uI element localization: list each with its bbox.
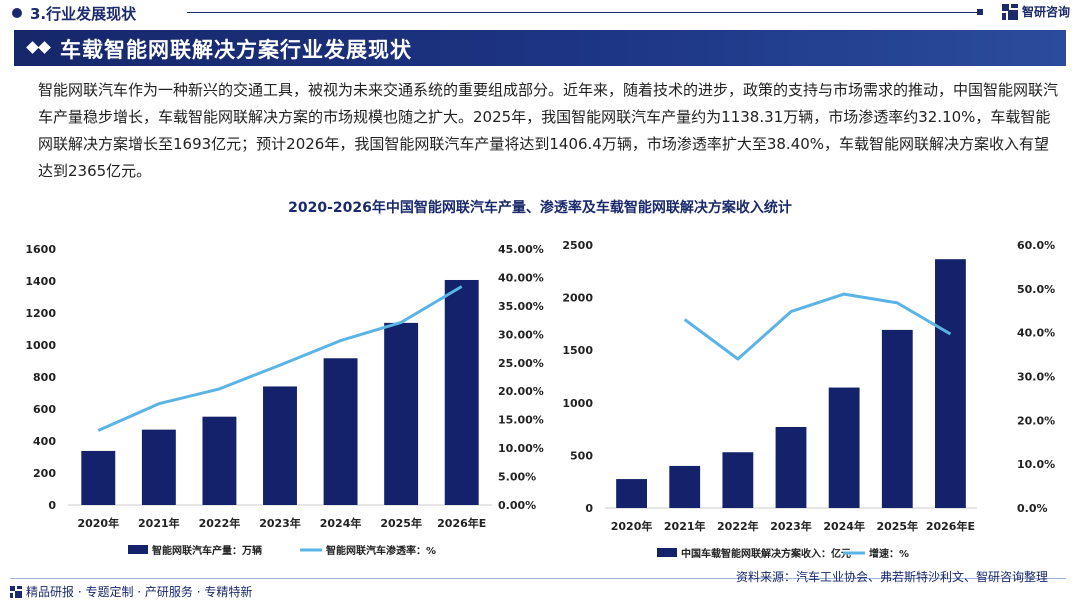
right-chart-x-label: 2020年	[611, 519, 653, 533]
right-chart-bar	[616, 479, 647, 508]
right-chart-left-tick: 1000	[562, 397, 593, 410]
left-chart-right-tick: 15.00%	[498, 414, 544, 427]
left-chart-x-label: 2025年	[380, 516, 422, 530]
right-chart-left-tick: 2500	[562, 239, 593, 252]
left-chart-legend-line-label: 智能网联汽车渗透率：%	[326, 544, 436, 557]
left-chart-left-tick: 1600	[25, 243, 56, 256]
brand-logo-icon	[1001, 3, 1018, 20]
left-chart-left-tick: 1200	[25, 307, 56, 320]
left-chart-left-tick: 1000	[25, 339, 56, 352]
left-chart-x-label: 2024年	[320, 516, 362, 530]
right-chart-x-label: 2026年E	[926, 519, 975, 533]
left-chart-right-tick: 10.00%	[498, 442, 544, 455]
solution-revenue-chart: 0 500 1000 1500 2000 2500 0.0% 10.0% 20.0% 30.0% 4…	[562, 239, 1055, 560]
right-chart-legend-bar-swatch	[657, 548, 677, 557]
brand-logo[interactable]: 智研咨询	[1001, 3, 1070, 20]
source-note: 资料来源：汽车工业协会、弗若斯特沙利文、智研咨询整理	[735, 570, 1048, 584]
left-chart-left-tick: 600	[33, 403, 56, 416]
left-chart-bar	[81, 450, 116, 505]
title-banner: 车载智能网联解决方案行业发展现状	[14, 30, 1066, 66]
left-chart-right-tick: 0.00%	[498, 499, 536, 512]
left-chart-legend-bar-swatch	[128, 545, 148, 554]
banner-diamond-icon	[26, 41, 39, 54]
right-chart-bar	[722, 452, 754, 508]
intro-paragraph: 智能网联汽车作为一种新兴的交通工具，被视为未来交通系统的重要组成部分。近年来，随…	[38, 81, 1059, 180]
left-chart-right-tick: 25.00%	[498, 357, 544, 370]
header-rule	[187, 12, 977, 13]
left-chart-right-tick: 5.00%	[498, 471, 536, 484]
header-rule-end	[977, 9, 983, 15]
right-chart-left-tick: 0	[585, 502, 593, 515]
right-chart-bar	[775, 426, 807, 508]
chart-title: 2020-2026年中国智能网联汽车产量、渗透率及车载智能网联解决方案收入统计	[288, 200, 792, 216]
left-chart-right-tick: 20.00%	[498, 385, 544, 398]
right-chart-right-tick: 20.0%	[1017, 414, 1055, 427]
right-chart-left-tick: 2000	[562, 292, 593, 305]
left-chart-bar	[202, 416, 237, 505]
left-chart-x-label: 2022年	[199, 516, 241, 530]
right-chart-right-tick: 50.0%	[1017, 283, 1055, 296]
left-chart-x-label: 2021年	[138, 516, 180, 530]
right-chart-line-series	[683, 292, 952, 361]
left-chart-right-tick: 35.00%	[498, 300, 544, 313]
left-chart-left-tick: 1400	[25, 275, 56, 288]
left-chart-right-tick: 30.00%	[498, 328, 544, 341]
footer-tagline: 精品研报 · 专题定制 · 产研服务 · 专精特新	[26, 585, 253, 599]
top-bar: 3.行业发展现状 智研咨询	[0, 0, 1080, 26]
left-chart-legend-bar-label: 智能网联汽车产量：万辆	[152, 544, 262, 557]
left-chart-bar	[263, 386, 297, 505]
right-chart-x-label: 2024年	[823, 519, 865, 533]
right-chart-legend-line-label: 增速：%	[869, 547, 909, 560]
left-chart-left-tick: 0	[48, 499, 56, 512]
left-chart-bar	[384, 322, 419, 505]
left-chart-left-tick: 400	[33, 435, 56, 448]
right-chart-bar	[881, 329, 913, 508]
footer-logo-icon	[10, 585, 22, 598]
left-chart-x-label: 2020年	[77, 516, 119, 530]
right-chart-legend-bar-label: 中国车载智能网联解决方案收入：亿元	[681, 547, 851, 560]
right-chart-x-label: 2025年	[876, 519, 918, 533]
right-chart-right-tick: 60.0%	[1017, 239, 1055, 252]
right-chart-right-tick: 40.0%	[1017, 327, 1055, 340]
right-chart-x-label: 2022年	[717, 519, 759, 533]
production-penetration-chart: 0 200 400 600 800 1000 1200 1400 1600 0.00% 5.00% 1…	[25, 243, 544, 557]
banner-diamond-icon-2	[38, 41, 51, 54]
right-chart-right-tick: 0.0%	[1017, 502, 1048, 515]
section-title: 3.行业发展现状	[30, 5, 137, 23]
left-chart-left-tick: 200	[33, 467, 56, 480]
banner-title: 车载智能网联解决方案行业发展现状	[60, 38, 412, 62]
right-chart-x-label: 2023年	[770, 519, 812, 533]
right-chart-right-tick: 30.0%	[1017, 371, 1055, 384]
left-chart-bar	[444, 279, 479, 505]
brand-name: 智研咨询	[1021, 5, 1070, 19]
section-bullet	[12, 8, 22, 18]
left-chart-bar	[323, 358, 358, 505]
left-chart-right-tick: 45.00%	[498, 243, 544, 256]
left-chart-left-tick: 800	[33, 371, 56, 384]
left-chart-x-label: 2026年E	[437, 516, 486, 530]
right-chart-x-label: 2021年	[664, 519, 706, 533]
footer-tagline-block: 精品研报 · 专题定制 · 产研服务 · 专精特新	[10, 583, 252, 600]
left-chart-x-label: 2023年	[259, 516, 301, 530]
right-chart-right-tick: 10.0%	[1017, 458, 1055, 471]
right-chart-bar	[669, 465, 701, 508]
right-chart-left-tick: 500	[570, 449, 593, 462]
right-chart-bar	[935, 259, 966, 508]
left-chart-bar	[141, 429, 176, 505]
right-chart-bar	[828, 387, 860, 508]
footer-rule	[10, 578, 1066, 579]
left-chart-right-tick: 40.00%	[498, 271, 544, 284]
right-chart-left-tick: 1500	[562, 344, 593, 357]
